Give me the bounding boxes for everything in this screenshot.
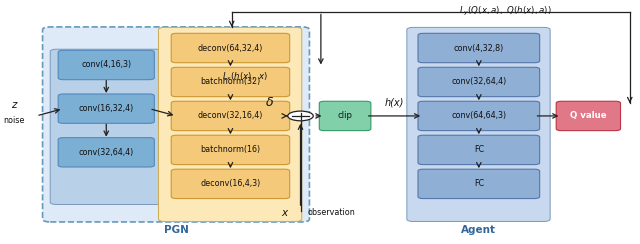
FancyBboxPatch shape <box>58 50 154 80</box>
FancyBboxPatch shape <box>58 138 154 167</box>
FancyBboxPatch shape <box>50 49 162 204</box>
Circle shape <box>288 111 313 121</box>
Text: conv(32,64,4): conv(32,64,4) <box>451 77 506 86</box>
Text: h(x): h(x) <box>385 98 404 108</box>
FancyBboxPatch shape <box>159 27 302 222</box>
FancyBboxPatch shape <box>319 101 371 131</box>
Text: batchnorm(32): batchnorm(32) <box>200 77 260 86</box>
Text: conv(64,64,3): conv(64,64,3) <box>451 112 506 121</box>
FancyBboxPatch shape <box>418 67 540 97</box>
Text: conv(4,16,3): conv(4,16,3) <box>81 61 131 70</box>
FancyBboxPatch shape <box>418 33 540 63</box>
FancyBboxPatch shape <box>418 135 540 165</box>
Text: Agent: Agent <box>461 225 496 235</box>
Text: FC: FC <box>474 179 484 188</box>
FancyBboxPatch shape <box>172 169 290 199</box>
FancyBboxPatch shape <box>172 101 290 131</box>
Text: x: x <box>282 208 287 218</box>
Text: conv(16,32,4): conv(16,32,4) <box>79 104 134 113</box>
Text: conv(4,32,8): conv(4,32,8) <box>454 43 504 52</box>
Text: $L_x(h(x),\ x)$: $L_x(h(x),\ x)$ <box>222 71 268 83</box>
FancyBboxPatch shape <box>172 33 290 63</box>
FancyBboxPatch shape <box>418 101 540 131</box>
FancyBboxPatch shape <box>43 27 309 222</box>
Text: conv(32,64,4): conv(32,64,4) <box>79 148 134 157</box>
Text: δ: δ <box>266 96 274 109</box>
FancyBboxPatch shape <box>407 27 550 222</box>
FancyBboxPatch shape <box>556 101 621 131</box>
FancyBboxPatch shape <box>172 135 290 165</box>
Text: batchnorm(16): batchnorm(16) <box>200 145 260 154</box>
Text: Q value: Q value <box>570 112 607 121</box>
Text: z: z <box>11 100 17 110</box>
Text: FC: FC <box>474 145 484 154</box>
Text: noise: noise <box>3 116 24 125</box>
Text: $L_y(Q(x,a),\ Q(h(x),a))$: $L_y(Q(x,a),\ Q(h(x),a))$ <box>460 5 552 18</box>
Text: PGN: PGN <box>164 225 188 235</box>
FancyBboxPatch shape <box>418 169 540 199</box>
Text: deconv(32,16,4): deconv(32,16,4) <box>198 112 263 121</box>
Text: deconv(64,32,4): deconv(64,32,4) <box>198 43 263 52</box>
Text: deconv(16,4,3): deconv(16,4,3) <box>200 179 260 188</box>
Text: clip: clip <box>337 112 353 121</box>
Text: observation: observation <box>307 208 355 217</box>
FancyBboxPatch shape <box>58 94 154 123</box>
FancyBboxPatch shape <box>172 67 290 97</box>
